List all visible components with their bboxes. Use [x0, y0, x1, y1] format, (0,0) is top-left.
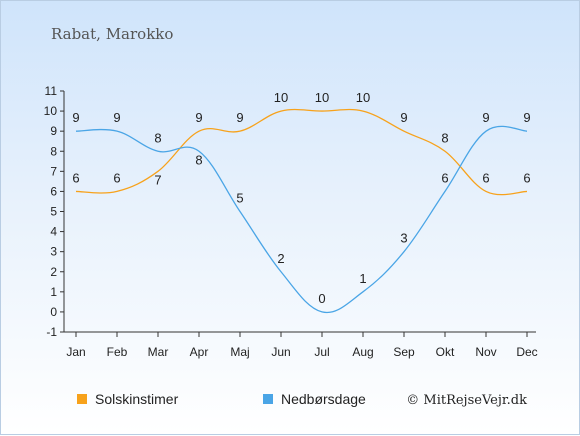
- data-label-nedborsdage: 9: [523, 110, 530, 125]
- series-lines: [75, 108, 528, 314]
- x-tick-label: Feb: [107, 345, 128, 359]
- legend-swatch-nedborsdage: [263, 394, 273, 404]
- data-label-solskinstimer: 8: [441, 130, 448, 145]
- y-tick-label: 2: [50, 265, 57, 279]
- x-tick-label: Jan: [66, 345, 85, 359]
- x-tick-label: Dec: [516, 345, 537, 359]
- x-tick-label: Apr: [190, 345, 209, 359]
- legend: Solskinstimer Nedbørsdage: [77, 391, 366, 407]
- data-label-solskinstimer: 6: [482, 170, 489, 185]
- data-label-nedborsdage: 8: [154, 130, 161, 145]
- data-label-nedborsdage: 1: [359, 271, 366, 286]
- data-label-nedborsdage: 9: [72, 110, 79, 125]
- copyright-text: © MitRejseVejr.dk: [406, 393, 527, 408]
- data-label-solskinstimer: 7: [154, 172, 161, 187]
- y-tick-label: 10: [44, 104, 58, 118]
- y-tick-label: 7: [50, 164, 57, 178]
- y-tick-label: 0: [50, 305, 57, 319]
- data-label-solskinstimer: 9: [400, 110, 407, 125]
- y-tick-label: 1: [50, 285, 57, 299]
- x-tick-label: Aug: [352, 345, 373, 359]
- legend-label-nedborsdage: Nedbørsdage: [281, 391, 366, 407]
- data-label-nedborsdage: 2: [277, 251, 284, 266]
- legend-swatch-solskinstimer: [77, 394, 87, 404]
- data-label-nedborsdage: 5: [236, 191, 243, 206]
- data-label-solskinstimer: 9: [236, 110, 243, 125]
- data-label-solskinstimer: 9: [195, 110, 202, 125]
- data-label-nedborsdage: 8: [195, 152, 202, 167]
- series-line-nedborsdage: [75, 125, 528, 314]
- x-tick-label: Nov: [475, 345, 496, 359]
- x-tick-label: Okt: [436, 345, 455, 359]
- data-label-solskinstimer: 10: [274, 90, 288, 105]
- y-tick-label: 3: [50, 245, 57, 259]
- y-tick-label: 8: [50, 144, 57, 158]
- data-label-solskinstimer: 10: [315, 90, 329, 105]
- y-tick-label: 11: [45, 84, 58, 98]
- chart-title: Rabat, Marokko: [51, 25, 173, 43]
- x-tick-label: Jul: [314, 345, 329, 359]
- x-tick-label: Sep: [393, 345, 415, 359]
- x-tick-label: Mar: [148, 345, 169, 359]
- data-label-solskinstimer: 6: [72, 170, 79, 185]
- series-line-solskinstimer: [75, 108, 528, 196]
- data-label-nedborsdage: 6: [441, 170, 448, 185]
- legend-label-solskinstimer: Solskinstimer: [95, 391, 179, 407]
- data-label-nedborsdage: 9: [113, 110, 120, 125]
- data-label-solskinstimer: 10: [356, 90, 370, 105]
- y-tick-label: 4: [50, 225, 57, 239]
- data-label-nedborsdage: 9: [482, 110, 489, 125]
- data-label-nedborsdage: 0: [318, 291, 325, 306]
- data-label-solskinstimer: 6: [523, 170, 530, 185]
- data-labels: 6 6 7 9 9 10 10 10 9 8 6 6 9 9 8 8 5 2 0 1 3 6 9 9: [72, 90, 530, 306]
- data-label-nedborsdage: 3: [400, 231, 407, 246]
- x-tick-label: Jun: [271, 345, 290, 359]
- y-tick-label: -1: [46, 325, 57, 339]
- y-tick-label: 6: [50, 184, 57, 198]
- y-tick-label: 5: [50, 205, 57, 219]
- x-tick-label: Maj: [230, 345, 249, 359]
- y-tick-label: 9: [50, 124, 57, 138]
- data-label-solskinstimer: 6: [113, 170, 120, 185]
